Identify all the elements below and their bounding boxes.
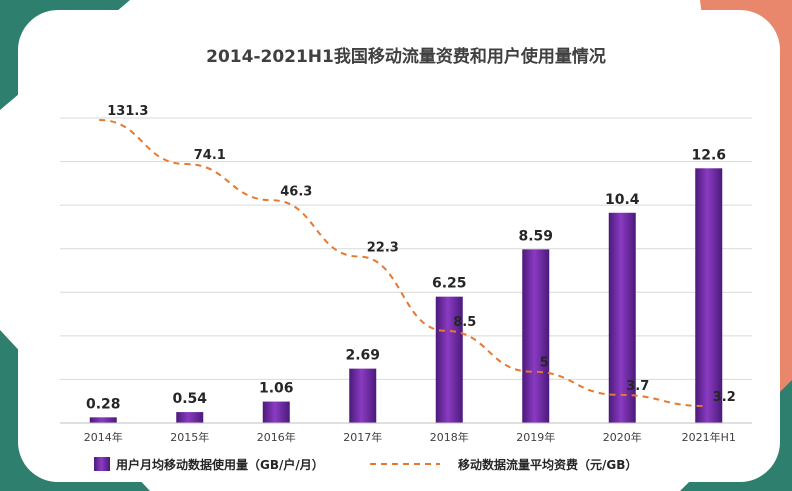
line-path	[99, 119, 705, 407]
bar-value-label: 2.69	[345, 348, 380, 364]
bar-value-label: 12.6	[691, 147, 726, 163]
bar	[695, 168, 723, 423]
bar	[435, 296, 463, 423]
line-value-label: 3.7	[626, 379, 649, 394]
chart-card	[18, 10, 780, 482]
bar-value-label: 10.4	[605, 192, 640, 208]
line-value-label: 8.5	[453, 315, 476, 330]
line-value-label: 131.3	[107, 104, 148, 119]
bar	[349, 368, 377, 423]
line-value-label: 5	[540, 356, 549, 371]
chart-title: 2014-2021H1我国移动流量资费和用户使用量情况	[206, 46, 606, 67]
bar-value-label: 0.28	[86, 396, 121, 412]
legend: 用户月均移动数据使用量（GB/户/月） 移动数据流量平均资费（元/GB）	[94, 457, 637, 472]
line-series	[99, 119, 705, 407]
line-value-label: 74.1	[194, 148, 226, 163]
bar-value-label: 8.59	[518, 228, 553, 244]
x-tick-label: 2020年	[603, 430, 642, 444]
bar-value-label: 6.25	[432, 276, 467, 292]
bar	[522, 249, 550, 423]
line-value-label: 22.3	[367, 241, 399, 256]
line-value-label: 3.2	[713, 390, 736, 405]
x-tick-label: 2018年	[430, 430, 469, 444]
x-tick-label: 2019年	[516, 430, 555, 444]
bar	[176, 412, 204, 423]
bar	[89, 417, 117, 423]
x-tick-label: 2014年	[84, 430, 123, 444]
x-tick-label: 2015年	[170, 430, 209, 444]
legend-line-label: 移动数据流量平均资费（元/GB）	[458, 457, 637, 472]
legend-bar-swatch	[94, 457, 110, 471]
bar	[262, 401, 290, 423]
x-tick-label: 2017年	[343, 430, 382, 444]
line-value-label: 46.3	[280, 184, 312, 199]
x-axis-ticks: 2014年 2015年 2016年 2017年 2018年 2019年 2020年 2021年…	[84, 430, 736, 444]
x-tick-label: 2021年H1	[682, 430, 736, 444]
line-labels: 131.3 74.1 46.3 22.3 8.5 5 3.7 3.2	[107, 104, 736, 405]
bar	[608, 212, 636, 423]
legend-bar-label: 用户月均移动数据使用量（GB/户/月）	[115, 457, 324, 472]
bars	[89, 168, 723, 423]
bar-value-label: 1.06	[259, 381, 294, 397]
grid	[60, 117, 752, 380]
bar-labels: 0.28 0.54 1.06 2.69 6.25 8.59 10.4 12.6	[86, 147, 726, 412]
bar-value-label: 0.54	[172, 391, 207, 407]
x-tick-label: 2016年	[257, 430, 296, 444]
